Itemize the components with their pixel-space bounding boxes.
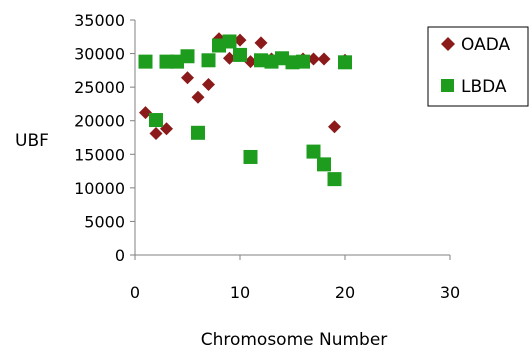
y-tick-label: 20000 <box>74 112 125 131</box>
legend-label-oada: OADA <box>461 35 511 55</box>
y-tick-label: 25000 <box>74 78 125 97</box>
oada-point <box>139 106 152 120</box>
lbda-point <box>317 157 331 172</box>
oada-point <box>223 51 236 65</box>
oada-point <box>328 120 341 134</box>
oada-point <box>202 77 215 91</box>
oada-point <box>191 90 205 104</box>
oada-point <box>317 52 331 66</box>
x-tick-label: 30 <box>440 283 460 302</box>
lbda-point <box>338 55 352 70</box>
x-tick-label: 0 <box>130 283 140 302</box>
lbda-point <box>296 54 310 69</box>
x-tick-label: 20 <box>335 283 355 302</box>
y-tick-label: 5000 <box>84 212 125 231</box>
lbda-point <box>306 144 321 159</box>
y-tick-label: 10000 <box>74 179 125 198</box>
legend-box <box>427 26 529 107</box>
legend: OADA LBDA <box>427 26 529 107</box>
oada-point <box>181 71 194 85</box>
lbda-point <box>201 53 216 68</box>
lbda-point <box>233 47 247 62</box>
y-tick-label: 35000 <box>74 11 125 30</box>
oada-point <box>160 122 173 136</box>
lbda-point <box>149 113 163 128</box>
x-tick-label: 10 <box>230 283 250 302</box>
y-tick-label: 30000 <box>74 45 125 64</box>
oada-point <box>307 52 320 66</box>
y-tick-label: 15000 <box>74 145 125 164</box>
oada-point <box>244 55 257 69</box>
data-points <box>138 32 352 187</box>
y-axis-title: UBF <box>15 131 49 151</box>
legend-diamond-marker <box>441 37 455 51</box>
legend-label-lbda: LBDA <box>461 77 507 97</box>
oada-point <box>233 33 247 47</box>
x-axis-ticks: 0 10 20 30 <box>130 255 460 302</box>
lbda-point <box>138 54 153 69</box>
lbda-point <box>191 125 205 140</box>
lbda-point <box>180 49 195 64</box>
x-axis-title: Chromosome Number <box>201 330 388 350</box>
y-axis-ticks: 0 5000 10000 15000 20000 25000 30000 35000 <box>74 11 135 265</box>
lbda-point <box>243 149 258 164</box>
legend-square-marker <box>441 79 454 92</box>
lbda-point <box>222 34 237 49</box>
y-tick-label: 0 <box>115 246 125 265</box>
oada-point <box>149 126 163 140</box>
oada-point <box>254 36 268 50</box>
plot-area: 0 5000 10000 15000 20000 25000 30000 35000 0 10 2… <box>74 11 460 302</box>
lbda-point <box>327 172 342 187</box>
